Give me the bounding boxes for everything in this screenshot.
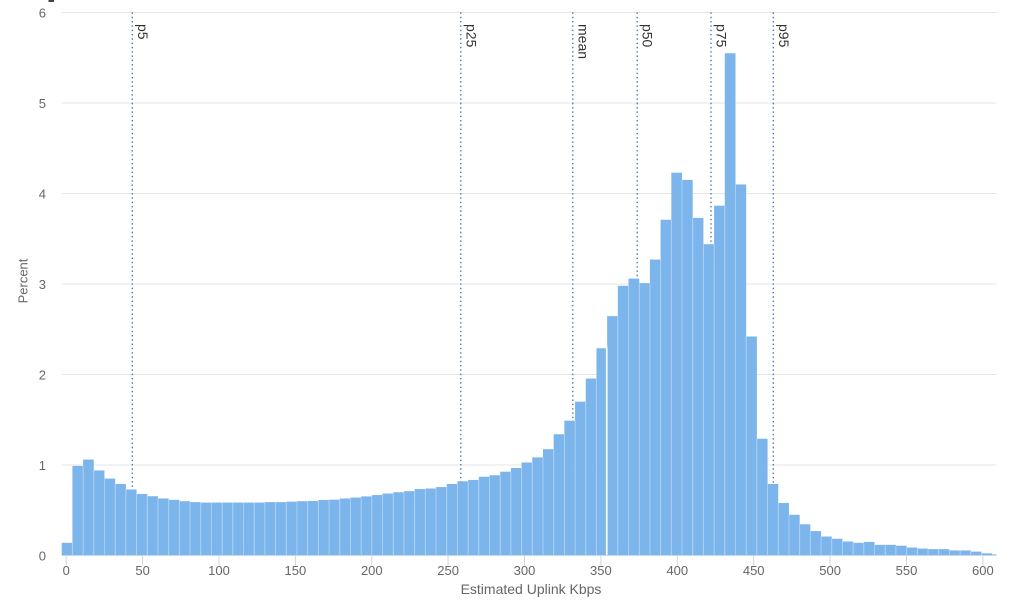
svg-text:mean: mean: [575, 24, 591, 59]
svg-text:6: 6: [39, 6, 46, 21]
svg-text:p95: p95: [776, 24, 792, 48]
svg-text:550: 550: [896, 563, 918, 578]
svg-text:3: 3: [39, 277, 46, 292]
svg-text:600: 600: [972, 563, 994, 578]
svg-text:300: 300: [514, 563, 536, 578]
svg-text:p75: p75: [714, 24, 730, 48]
svg-text:450: 450: [743, 563, 765, 578]
svg-text:400: 400: [666, 563, 688, 578]
svg-text:p50: p50: [640, 24, 656, 48]
svg-text:150: 150: [285, 563, 307, 578]
svg-text:Estimated Uplink Kbps: Estimated Uplink Kbps: [461, 581, 602, 597]
svg-text:0: 0: [63, 563, 70, 578]
svg-text:50: 50: [135, 563, 149, 578]
svg-text:5: 5: [39, 96, 46, 111]
svg-text:1: 1: [39, 458, 46, 473]
svg-text:500: 500: [819, 563, 841, 578]
svg-text:p25: p25: [463, 24, 479, 48]
svg-text:350: 350: [590, 563, 612, 578]
svg-text:p5: p5: [135, 24, 151, 40]
svg-text:Percent: Percent: [16, 258, 31, 303]
svg-text:2: 2: [39, 368, 46, 383]
svg-text:4: 4: [39, 187, 46, 202]
svg-text:250: 250: [437, 563, 459, 578]
svg-text:200: 200: [361, 563, 383, 578]
svg-text:100: 100: [208, 563, 230, 578]
svg-text:0: 0: [39, 549, 46, 564]
